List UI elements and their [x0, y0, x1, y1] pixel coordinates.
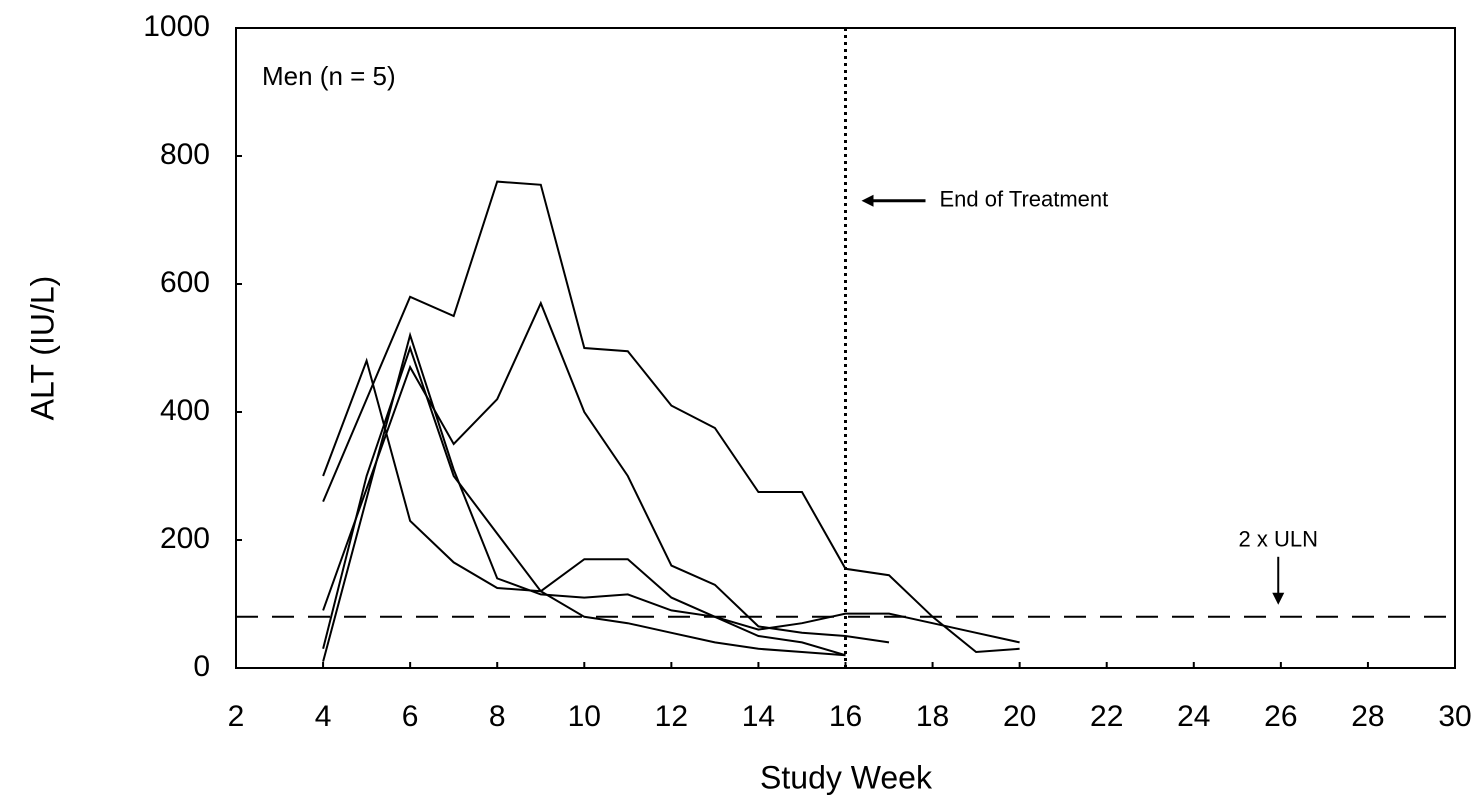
x-tick-label: 2: [228, 700, 245, 733]
y-tick-label: 600: [160, 266, 210, 299]
x-tick-label: 6: [402, 700, 419, 733]
x-tick-label: 12: [655, 700, 688, 733]
y-tick-label: 200: [160, 522, 210, 555]
reference-label: End of Treatment: [940, 187, 1109, 212]
series-line: [322, 300, 890, 644]
arrow-head: [1272, 592, 1285, 605]
reference-label: 2 x ULN: [1239, 527, 1318, 552]
series-line: [322, 331, 846, 662]
x-tick-label: 16: [829, 700, 862, 733]
x-tick-label: 14: [742, 700, 775, 733]
x-tick-label: 26: [1264, 700, 1297, 733]
plot-frame: [235, 27, 1456, 669]
x-tick-label: 30: [1438, 700, 1471, 733]
series-line: [322, 357, 1020, 644]
arrow-head: [861, 194, 874, 207]
series-line: [322, 344, 846, 657]
y-axis-title: ALT (IU/L): [24, 276, 60, 421]
x-tick-label: 10: [568, 700, 601, 733]
x-tick-label: 20: [1003, 700, 1036, 733]
y-tick-label: 400: [160, 394, 210, 427]
x-tick-label: 22: [1090, 700, 1123, 733]
x-tick-label: 8: [489, 700, 506, 733]
y-tick-label: 0: [193, 650, 210, 683]
x-tick-label: 4: [315, 700, 332, 733]
annotation: Men (n = 5): [262, 61, 396, 91]
x-tick-label: 18: [916, 700, 949, 733]
y-tick-label: 1000: [143, 10, 210, 43]
x-tick-label: 24: [1177, 700, 1210, 733]
x-axis-title: Study Week: [760, 759, 933, 795]
x-tick-label: 28: [1351, 700, 1384, 733]
y-tick-label: 800: [160, 138, 210, 171]
series-line: [322, 180, 1020, 654]
